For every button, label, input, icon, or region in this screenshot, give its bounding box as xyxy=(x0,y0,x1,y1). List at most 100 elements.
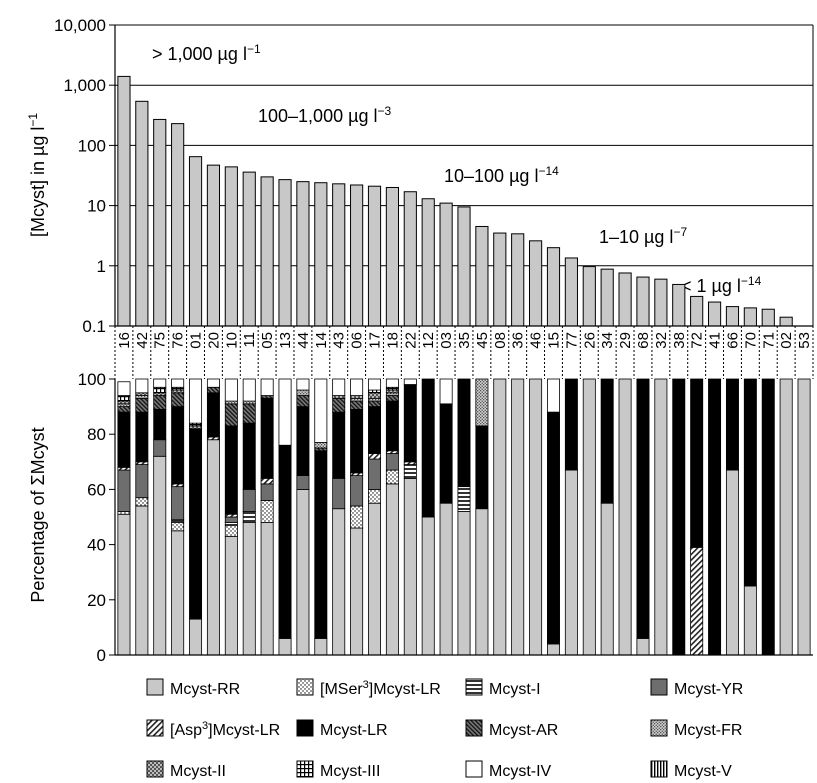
segment-yr xyxy=(351,476,363,506)
top-y-tick-label: 10 xyxy=(87,197,106,216)
segment-iv xyxy=(225,379,237,401)
bottom-y-axis-ticks: 0 20 40 60 80 100 xyxy=(78,370,115,665)
top-bar-43 xyxy=(333,184,345,326)
segment-i xyxy=(225,523,237,526)
segment-yr xyxy=(368,459,380,489)
stacked-bar-10 xyxy=(225,379,237,655)
segment-fr xyxy=(476,379,488,426)
segment-i xyxy=(172,520,184,523)
legend-item-mser: [MSer3]Mcyst-LR xyxy=(297,679,441,698)
category-label: 22 xyxy=(402,332,419,349)
segment-rr xyxy=(386,484,398,655)
top-bar-35 xyxy=(458,207,470,326)
segment-lr xyxy=(762,379,774,655)
top-bar-10 xyxy=(225,167,237,326)
legend-item-fr: Mcyst-FR xyxy=(651,720,742,739)
range-annotation: > 1,000 µg l−1 xyxy=(152,42,261,64)
segment-yr xyxy=(172,487,184,520)
category-label: 44 xyxy=(295,332,312,349)
category-label: 26 xyxy=(581,332,598,349)
segment-rr xyxy=(440,503,452,655)
segment-ar xyxy=(333,398,345,412)
top-bar-20 xyxy=(207,165,219,326)
stacked-bar-36 xyxy=(512,379,524,655)
stacked-bar-03 xyxy=(440,379,452,655)
bottom-y-tick-label: 60 xyxy=(87,480,106,499)
segment-lr xyxy=(691,379,703,547)
segment-fr xyxy=(118,404,130,407)
category-label: 08 xyxy=(492,332,509,349)
segment-lr xyxy=(118,412,130,467)
category-label: 16 xyxy=(116,332,133,349)
segment-mser xyxy=(172,523,184,531)
segment-iv xyxy=(547,379,559,412)
top-bar-42 xyxy=(136,101,148,326)
segment-yr xyxy=(136,465,148,498)
segment-ii xyxy=(189,426,201,429)
top-bar-02 xyxy=(780,317,792,326)
segment-rr xyxy=(494,379,506,655)
top-y-tick-label: 1 xyxy=(97,257,106,276)
segment-asp xyxy=(261,478,273,484)
segment-iv xyxy=(297,379,309,390)
top-y-axis-label: [Mcyst] in µg l−1 xyxy=(26,113,48,237)
segment-fr xyxy=(368,398,380,401)
segment-rr xyxy=(476,509,488,655)
range-annotation: 1–10 µg l−7 xyxy=(599,225,687,247)
segment-rr xyxy=(189,619,201,655)
segment-rr xyxy=(315,638,327,655)
top-bar-76 xyxy=(172,124,184,326)
segment-rr xyxy=(565,470,577,655)
segment-rr xyxy=(351,528,363,655)
segment-rr xyxy=(530,379,542,655)
stacked-bar-17 xyxy=(368,379,380,655)
top-bar-13 xyxy=(279,180,291,326)
top-chart: > 1,000 µg l−1 100–1,000 µg l−3 10–100 µg … xyxy=(26,16,813,336)
segment-fr xyxy=(136,396,148,399)
top-bar-29 xyxy=(619,273,631,326)
top-bar-05 xyxy=(261,177,273,326)
bottom-y-tick-label: 0 xyxy=(97,646,106,665)
segment-i xyxy=(404,465,416,479)
segment-rr xyxy=(404,478,416,655)
segment-lr xyxy=(189,429,201,619)
segment-mser xyxy=(351,506,363,528)
segment-lr xyxy=(297,407,309,476)
segment-asp xyxy=(118,467,130,470)
category-label: 10 xyxy=(223,332,240,349)
segment-ii xyxy=(136,393,148,396)
legend-label-fr: Mcyst-FR xyxy=(674,722,742,739)
top-bar-77 xyxy=(565,258,577,326)
category-label: 05 xyxy=(259,332,276,349)
stacked-bar-20 xyxy=(207,379,219,655)
legend-label-v: Mcyst-V xyxy=(674,763,732,780)
stacked-bar-75 xyxy=(154,379,166,655)
segment-rr xyxy=(601,503,613,655)
segment-yr xyxy=(297,476,309,490)
category-label: 38 xyxy=(671,332,688,349)
legend-label-yr: Mcyst-YR xyxy=(674,681,743,698)
segment-ar xyxy=(118,407,130,413)
top-bar-75 xyxy=(154,119,166,326)
segment-ar xyxy=(243,404,255,423)
top-bar-41 xyxy=(708,302,720,326)
stacked-bar-32 xyxy=(655,379,667,655)
top-bar-46 xyxy=(530,241,542,326)
top-bar-44 xyxy=(297,182,309,326)
category-label: 17 xyxy=(367,332,384,349)
legend-swatch-i xyxy=(466,679,482,695)
bottom-y-tick-label: 80 xyxy=(87,425,106,444)
legend-label-lr: Mcyst-LR xyxy=(320,722,388,739)
segment-lr xyxy=(207,393,219,437)
segment-yr xyxy=(261,484,273,501)
segment-ar xyxy=(351,401,363,409)
stacked-bar-68 xyxy=(637,379,649,655)
segment-rr xyxy=(798,379,810,655)
segment-ar xyxy=(136,398,148,412)
legend-item-lr: Mcyst-LR xyxy=(297,720,388,739)
segment-ii xyxy=(368,393,380,399)
segment-ar xyxy=(172,393,184,407)
stacked-bar-12 xyxy=(422,379,434,655)
segment-lr xyxy=(136,412,148,462)
stacked-bar-34 xyxy=(601,379,613,655)
